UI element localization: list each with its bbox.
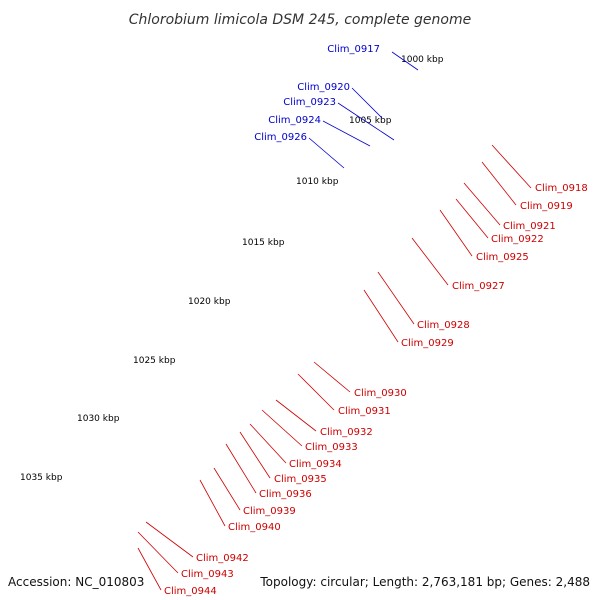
- tick-grid: 1000 kbp 1005 kbp 1010 kbp 1015 kbp 1020 kbp…: [20, 55, 444, 483]
- gene-label-reverse: Clim_0935: [274, 474, 327, 485]
- tick-label: 1030 kbp: [77, 414, 120, 424]
- leader-line: [455, 198, 489, 239]
- accession-text: Accession: NC_010803: [8, 575, 145, 589]
- gene-label-reverse: Clim_0932: [320, 427, 373, 438]
- leader-line: [225, 443, 257, 494]
- gene-label-reverse: Clim_0921: [503, 221, 556, 232]
- tick-label: 1000 kbp: [401, 55, 444, 65]
- leader-line: [249, 423, 287, 464]
- gene-label-reverse: Clim_0943: [181, 569, 234, 580]
- gene-label-reverse: Clim_0925: [476, 252, 529, 263]
- tick-label: 1025 kbp: [133, 356, 176, 366]
- leader-line: [411, 237, 449, 286]
- tick-label: 1005 kbp: [349, 116, 392, 126]
- leader-line: [391, 51, 419, 71]
- topology-text: Topology: circular; Length: 2,763,181 bp…: [260, 575, 590, 589]
- tick-label: 1015 kbp: [242, 238, 285, 248]
- gene-label-reverse: Clim_0939: [243, 506, 296, 517]
- gene-label-reverse: Clim_0933: [305, 442, 358, 453]
- label-leaders: [137, 51, 532, 591]
- gene-label-reverse: Clim_0940: [228, 522, 281, 533]
- leader-line: [213, 467, 241, 511]
- leader-line: [275, 399, 317, 432]
- leader-line: [491, 144, 532, 189]
- gene-label-reverse: Clim_0931: [338, 406, 391, 417]
- gene-label-reverse: Clim_0942: [196, 553, 249, 564]
- gene-label-reverse: Clim_0930: [354, 388, 407, 399]
- leader-line: [313, 361, 351, 393]
- leader-line: [308, 137, 345, 169]
- gene-label-forward: Clim_0923: [283, 97, 336, 108]
- gene-labels: Clim_0917 Clim_0920 Clim_0923 Clim_0924 Clim…: [164, 44, 588, 597]
- gene-label-reverse: Clim_0919: [520, 201, 573, 212]
- leader-line: [363, 289, 399, 343]
- gene-label-forward: Clim_0926: [254, 132, 307, 143]
- tick-label: 1035 kbp: [20, 473, 63, 483]
- gene-label-forward: Clim_0917: [327, 44, 380, 55]
- leader-line: [239, 431, 271, 479]
- leader-line: [377, 271, 415, 325]
- leader-line: [322, 120, 371, 147]
- leader-line: [481, 161, 517, 206]
- leader-line: [337, 102, 395, 141]
- gene-label-reverse: Clim_0934: [289, 459, 342, 470]
- leader-line: [463, 182, 501, 226]
- leader-line: [137, 547, 162, 591]
- gene-label-reverse: Clim_0918: [535, 183, 588, 194]
- leader-line: [351, 87, 383, 119]
- gene-label-forward: Clim_0924: [268, 115, 321, 126]
- leader-line: [137, 531, 179, 574]
- leader-line: [297, 373, 335, 411]
- leader-line: [261, 409, 303, 447]
- gene-label-reverse: Clim_0922: [491, 234, 544, 245]
- gene-label-reverse: Clim_0928: [417, 320, 470, 331]
- leader-line: [199, 479, 226, 527]
- gene-label-forward: Clim_0920: [297, 82, 350, 93]
- gene-label-reverse: Clim_0929: [401, 338, 454, 349]
- tick-label: 1020 kbp: [188, 297, 231, 307]
- leader-line: [439, 209, 473, 257]
- gene-label-reverse: Clim_0944: [164, 586, 217, 597]
- gene-label-reverse: Clim_0927: [452, 281, 505, 292]
- tick-label: 1010 kbp: [296, 177, 339, 187]
- gene-label-reverse: Clim_0936: [259, 489, 312, 500]
- leader-line: [145, 521, 194, 558]
- map-title: Chlorobium limicola DSM 245, complete ge…: [129, 12, 472, 28]
